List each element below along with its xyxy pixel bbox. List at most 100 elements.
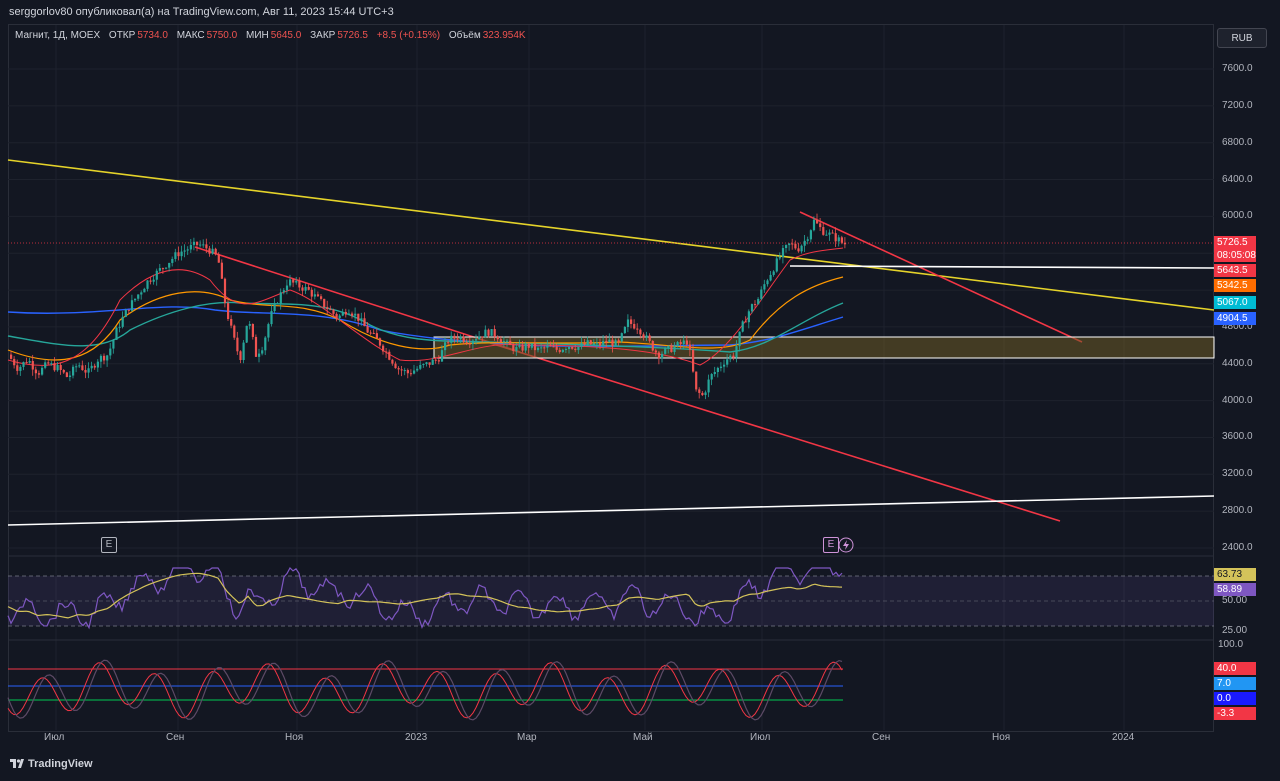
candle-body xyxy=(630,319,633,324)
candle-body xyxy=(639,329,642,335)
candle-body xyxy=(223,278,227,304)
candle-body xyxy=(19,366,22,371)
candle-body xyxy=(797,248,800,252)
candle-body xyxy=(431,359,434,365)
candle-body xyxy=(140,292,143,295)
candle-body xyxy=(165,267,168,269)
candle-body xyxy=(571,346,574,349)
candle-body xyxy=(292,279,295,283)
candle-body xyxy=(440,350,444,362)
candle-body xyxy=(233,325,236,338)
candle-body xyxy=(130,300,134,311)
candle-body xyxy=(338,315,341,319)
candle-body xyxy=(422,363,425,365)
candle-body xyxy=(34,369,37,374)
candle-body xyxy=(25,362,28,364)
candle-body xyxy=(31,361,34,370)
candle-body xyxy=(605,340,608,343)
candle-body xyxy=(769,274,772,281)
price-tag-5342: 5342.5 xyxy=(1214,279,1256,292)
candle-body xyxy=(586,340,589,345)
candle-body xyxy=(645,335,648,338)
candle-body xyxy=(723,364,726,367)
candle-body xyxy=(93,365,96,368)
candle-body xyxy=(189,244,192,250)
candle-body xyxy=(143,288,146,293)
candle-body xyxy=(794,243,797,249)
candle-body xyxy=(766,280,769,285)
y-tick-label: 6000.0 xyxy=(1222,210,1253,222)
candle-body xyxy=(366,326,369,333)
candle-body xyxy=(785,245,788,249)
candle-body xyxy=(447,342,450,344)
candle-body xyxy=(747,311,750,323)
candle-body xyxy=(831,232,834,234)
candle-body xyxy=(484,329,487,338)
y-tick-label: 7200.0 xyxy=(1222,99,1253,111)
candle-body xyxy=(53,363,56,371)
candle-body xyxy=(719,366,723,368)
earnings-badge-2[interactable]: E xyxy=(823,537,839,553)
candle-body xyxy=(589,340,592,345)
candle-body xyxy=(425,362,428,364)
candle-body xyxy=(750,304,754,312)
rsi-axis-25: 25.00 xyxy=(1222,625,1248,636)
y-tick-label: 4800.0 xyxy=(1222,320,1253,332)
candle-body xyxy=(56,365,59,371)
candle-body xyxy=(657,352,661,359)
candle-body xyxy=(543,347,546,349)
candle-body xyxy=(636,328,639,330)
red-trendline-recent xyxy=(799,211,1083,343)
chart-pane-border xyxy=(8,24,1214,732)
candle-body xyxy=(28,361,31,363)
x-tick-label: Июл xyxy=(44,732,65,743)
candle-body xyxy=(72,366,75,376)
candle-body xyxy=(772,271,775,275)
candle-body xyxy=(664,348,667,354)
candle-body xyxy=(149,280,152,282)
candle-body xyxy=(698,389,701,393)
candle-body xyxy=(161,268,165,270)
candle-body xyxy=(372,332,375,334)
candle-body xyxy=(667,345,670,349)
candle-body xyxy=(620,333,623,342)
earnings-badge-1[interactable]: E xyxy=(101,537,117,553)
candle-body xyxy=(270,311,273,325)
x-tick-label: Сен xyxy=(166,732,185,743)
candle-body xyxy=(301,287,304,291)
candle-body xyxy=(595,342,599,344)
candle-body xyxy=(676,342,679,347)
candle-body xyxy=(509,340,512,345)
x-tick-label: Мар xyxy=(517,732,537,743)
y-tick-label: 2400.0 xyxy=(1222,542,1253,553)
x-tick-label: Май xyxy=(633,732,653,743)
candle-body xyxy=(183,250,186,252)
candle-body xyxy=(688,344,692,350)
candle-body xyxy=(775,258,778,272)
candle-body xyxy=(781,248,785,258)
candle-body xyxy=(400,369,403,371)
candle-body xyxy=(62,370,65,373)
tradingview-logo[interactable]: TradingView xyxy=(10,758,93,770)
candle-body xyxy=(279,292,282,304)
low-label: МИН xyxy=(246,30,269,41)
candle-body xyxy=(512,344,515,351)
candle-body xyxy=(462,336,465,343)
candle-body xyxy=(388,351,391,360)
price-tag-5067: 5067.0 xyxy=(1214,296,1256,309)
currency-button[interactable]: RUB xyxy=(1217,28,1267,48)
candle-body xyxy=(816,219,819,224)
candle-body xyxy=(453,335,456,339)
candle-body xyxy=(375,333,378,339)
candle-body xyxy=(515,347,518,351)
candle-body xyxy=(726,359,729,365)
rsi-axis-50: 50.00 xyxy=(1222,595,1248,606)
candle-body xyxy=(192,241,196,245)
candle-body xyxy=(834,233,837,242)
candle-body xyxy=(710,374,713,380)
candle-body xyxy=(316,294,320,297)
candle-body xyxy=(245,325,248,343)
open-label: ОТКР xyxy=(108,30,136,41)
lightning-icon[interactable] xyxy=(838,537,854,553)
